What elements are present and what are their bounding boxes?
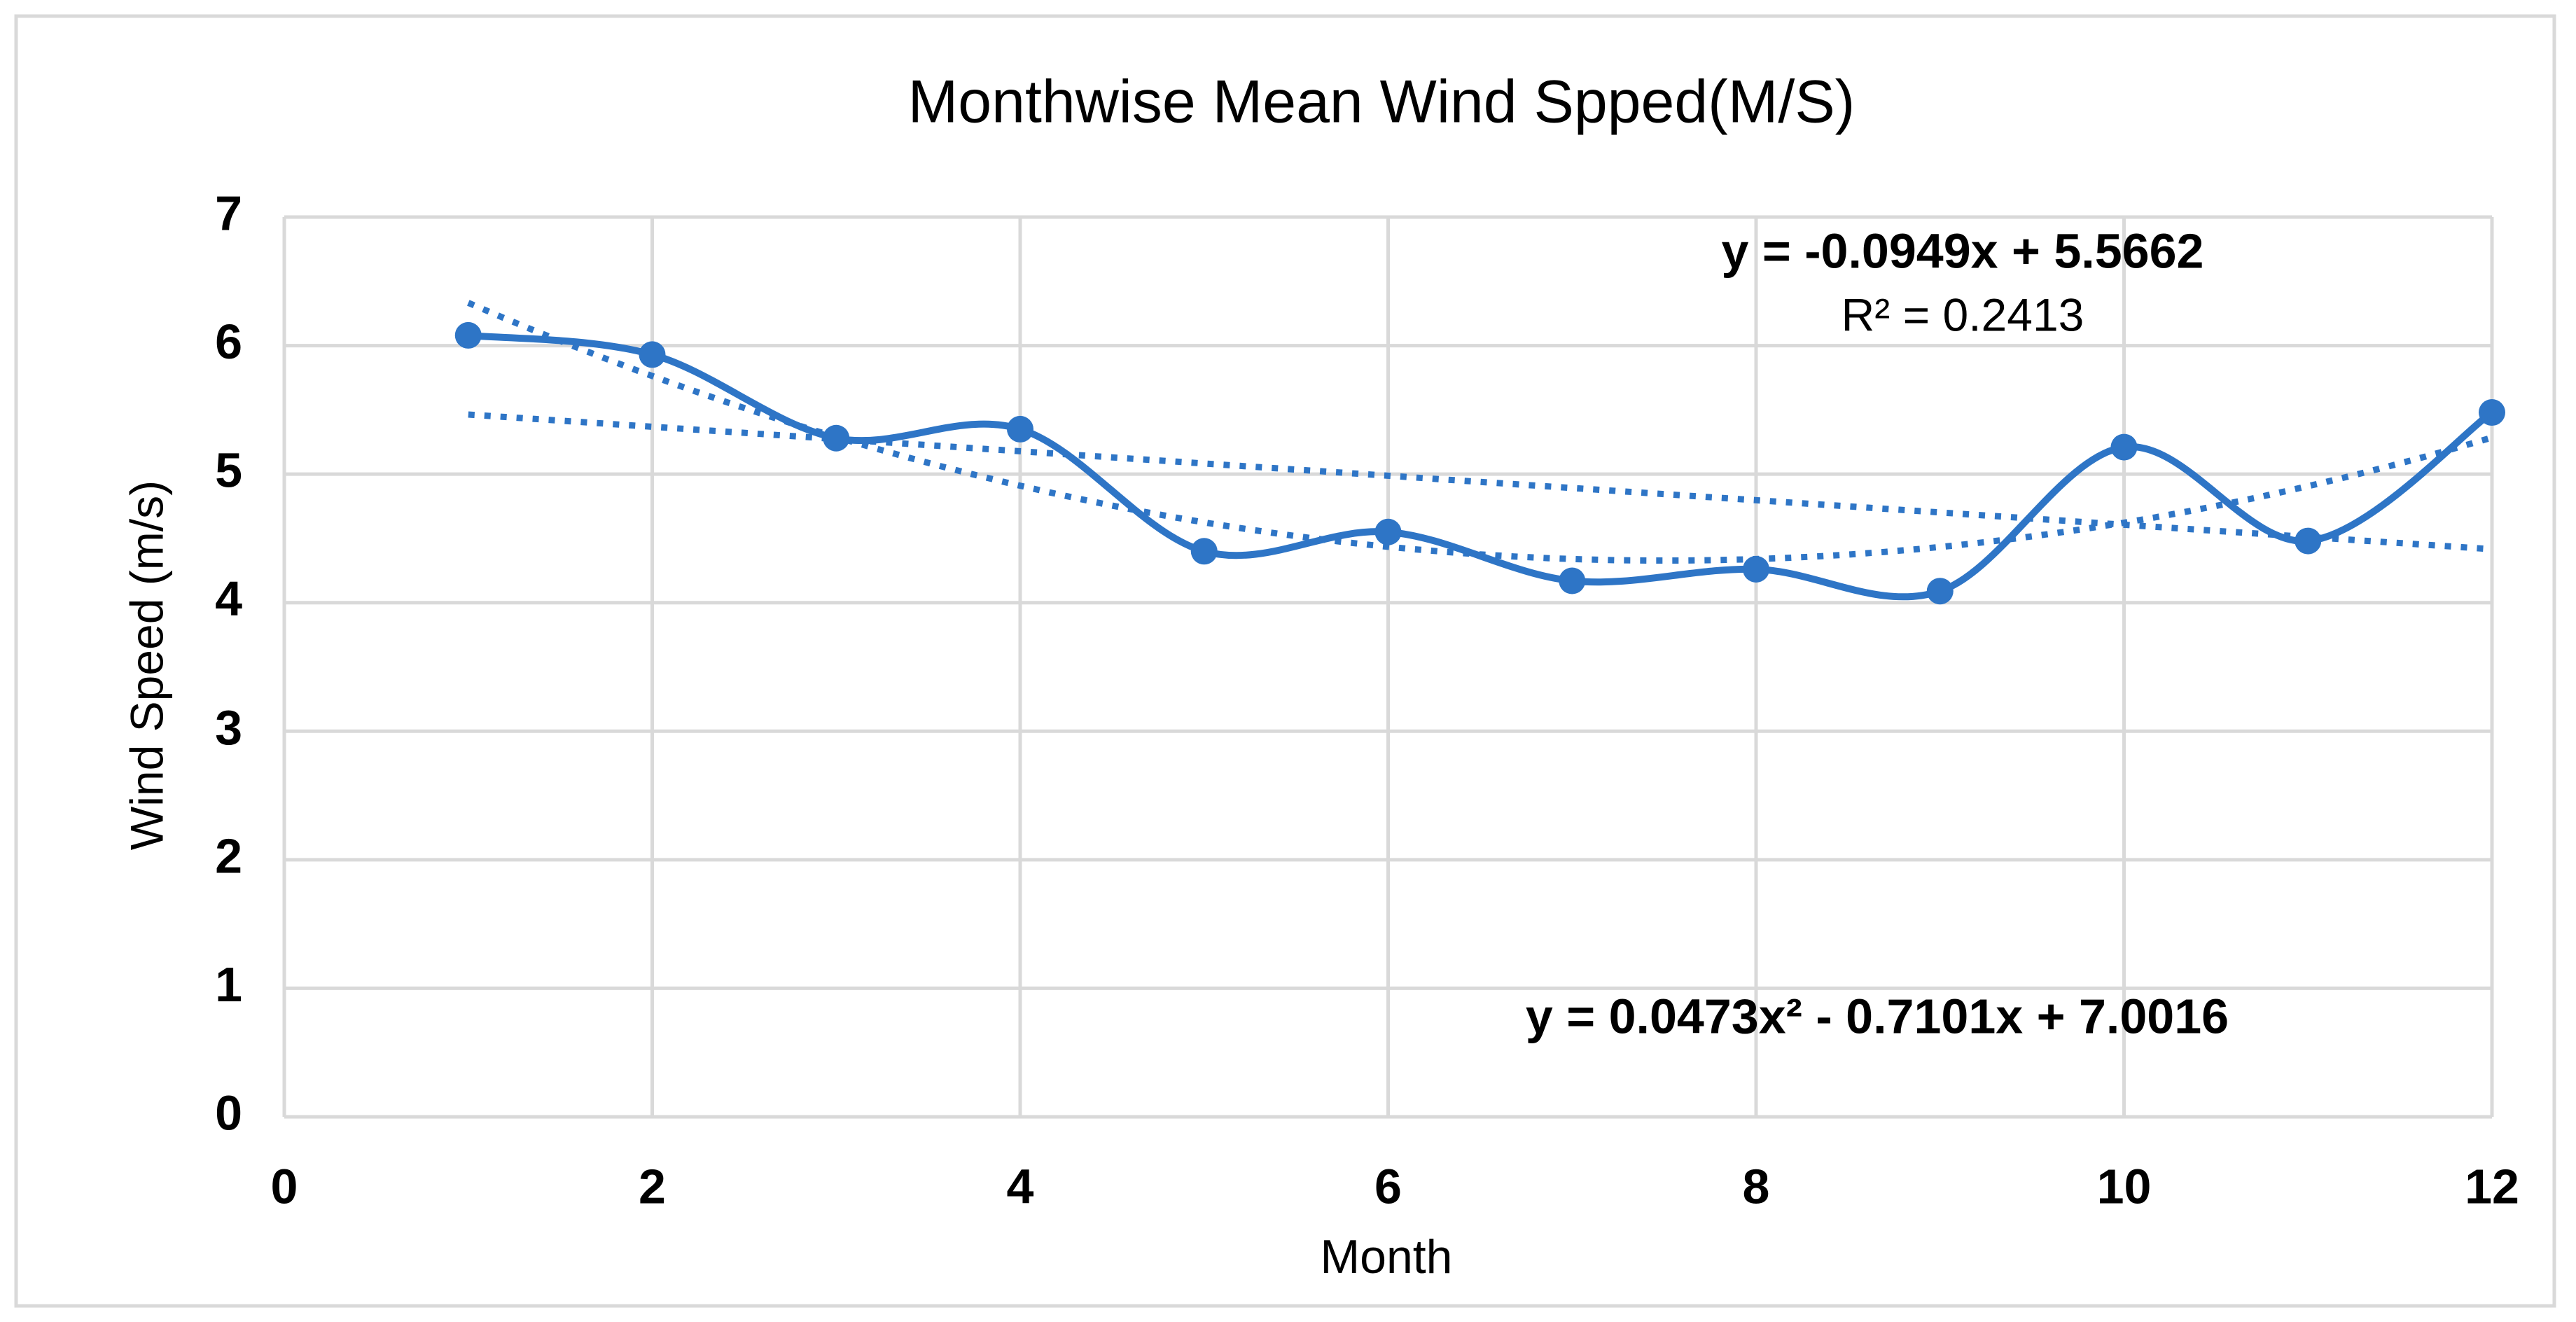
- trend-equation: y = -0.0949x + 5.5662: [1722, 223, 2204, 278]
- point: [454, 321, 482, 349]
- x-tick-label: 4: [1007, 1159, 1034, 1213]
- trend-equation: y = 0.0473x² - 0.7101x + 7.0016: [1526, 989, 2229, 1043]
- y-tick-label: 1: [215, 957, 242, 1012]
- x-tick-label: 6: [1374, 1159, 1402, 1213]
- r-squared: R² = 0.2413: [1842, 288, 2084, 340]
- point: [1374, 518, 1402, 545]
- point: [2479, 399, 2505, 426]
- chart-border: [14, 14, 2556, 1308]
- point: [639, 341, 666, 368]
- point: [2295, 527, 2322, 555]
- point: [2110, 433, 2138, 461]
- series-line: [468, 331, 2494, 601]
- point: [1007, 415, 1033, 443]
- x-tick-label: 0: [271, 1159, 298, 1213]
- x-tick-label: 8: [1743, 1159, 1770, 1213]
- x-axis-title: Month: [1321, 1230, 1453, 1283]
- y-tick-label: 7: [215, 186, 242, 240]
- y-axis-title: Wind Speed (m/s): [120, 480, 172, 850]
- y-tick-label: 2: [215, 828, 242, 883]
- point: [1743, 555, 1769, 583]
- y-tick-label: 0: [215, 1085, 242, 1140]
- y-tick-label: 3: [215, 700, 242, 755]
- chart-title: Monthwise Mean Wind Spped(M/S): [908, 69, 1856, 136]
- y-tick-label: 4: [215, 571, 242, 626]
- point: [823, 424, 850, 452]
- x-tick-label: 12: [2465, 1159, 2519, 1213]
- point: [1559, 567, 1586, 594]
- point: [1190, 538, 1218, 565]
- point: [1926, 578, 1954, 605]
- x-tick-label: 2: [639, 1159, 666, 1213]
- y-tick-label: 5: [215, 443, 242, 498]
- y-tick-label: 6: [215, 314, 242, 369]
- x-tick-label: 10: [2097, 1159, 2152, 1213]
